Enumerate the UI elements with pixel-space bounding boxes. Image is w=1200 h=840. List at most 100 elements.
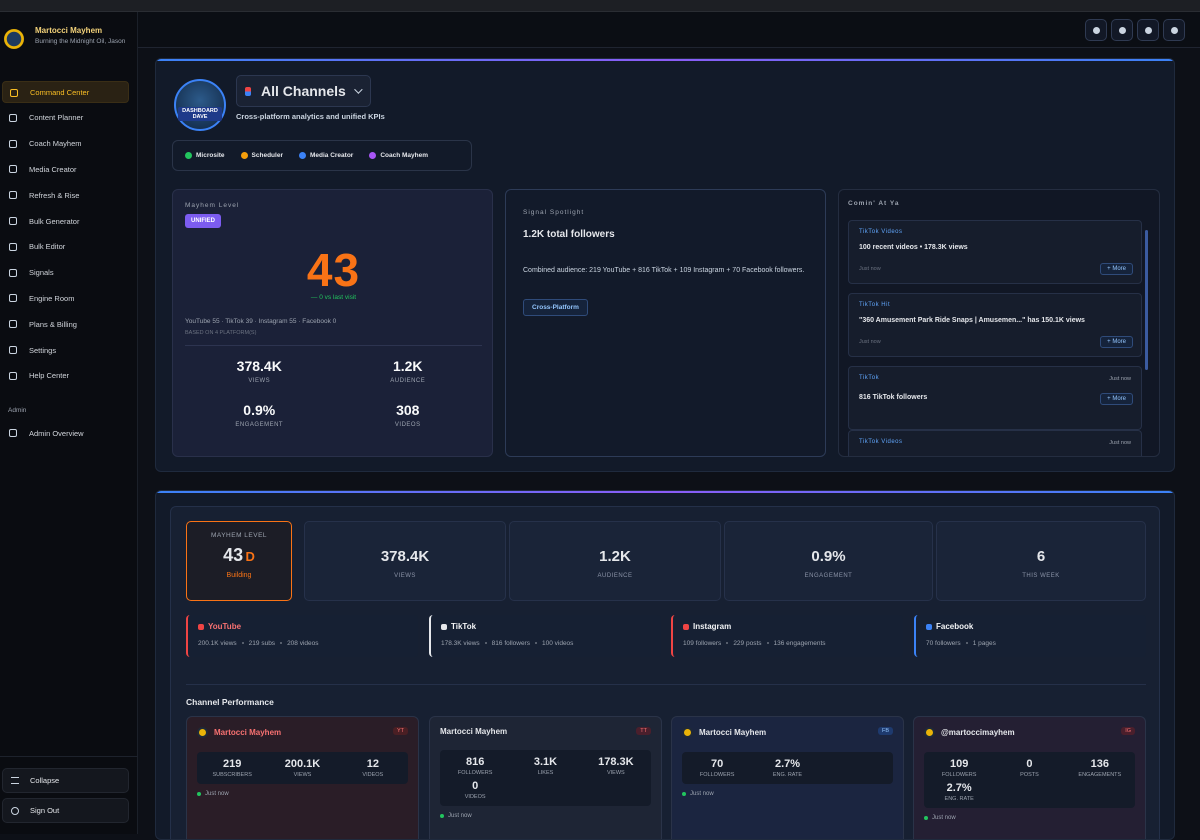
feed-item: TikTok Videos Just now 100 recent videos •… xyxy=(848,220,1142,284)
divider xyxy=(186,684,1146,685)
top-bar xyxy=(138,12,1200,48)
nav-item[interactable]: Admin Overview xyxy=(2,422,129,444)
icon-button[interactable] xyxy=(1085,19,1107,41)
platform-icon xyxy=(926,623,932,630)
link-label: Microsite xyxy=(196,152,225,159)
channel-selector[interactable]: All Channels xyxy=(236,75,371,107)
nav-item[interactable]: Engine Room xyxy=(2,287,129,309)
nav-label: Signals xyxy=(29,268,54,278)
nav-item[interactable]: Command Center xyxy=(2,81,129,103)
stat-label: VIEWS xyxy=(606,770,625,776)
feed-card: Comin' At Ya TikTok Videos Just now 100 re… xyxy=(838,189,1160,457)
quick-link[interactable]: Microsite xyxy=(185,152,225,159)
stat: 0.9% ENGAGEMENT xyxy=(185,402,334,428)
platform-stat: 100 videos xyxy=(541,640,574,647)
channel-stats: 816 FOLLOWERS 3.1K LIKES 178.3K VIEWS 0 VIDEOS xyxy=(440,750,651,806)
platform-stat: 200.1K views xyxy=(198,640,237,647)
platform-summary: Facebook 70 followers 1 pages xyxy=(914,615,1146,657)
card-label: Signal Spotlight xyxy=(523,209,585,216)
scrollbar xyxy=(1145,230,1148,370)
icon-button[interactable] xyxy=(1111,19,1133,41)
spotlight-card: Signal Spotlight 1.2K total followers Co… xyxy=(505,189,826,457)
channel-header: Martocci Mayhem xyxy=(440,727,651,736)
platform-name-row: YouTube xyxy=(198,622,408,631)
quick-link[interactable]: Coach Mayhem xyxy=(369,152,428,159)
separator-dot xyxy=(241,642,244,645)
stat-value: 378.4K xyxy=(236,358,282,374)
kpi-value: 6 xyxy=(1036,548,1046,565)
nav-item[interactable]: Help Center xyxy=(2,365,129,387)
sidebar: Martocci Mayhem Burning the Midnight Oil… xyxy=(0,12,138,834)
icon xyxy=(185,152,192,159)
quick-link[interactable]: Media Creator xyxy=(298,152,353,159)
icon-button[interactable] xyxy=(1163,19,1185,41)
sign-out-button[interactable]: Sign Out xyxy=(2,798,129,823)
channel-header: Martocci Mayhem xyxy=(197,727,408,738)
platform-badge: FB xyxy=(877,727,893,735)
button-label: Collapse xyxy=(30,776,60,785)
nav-icon xyxy=(9,346,17,354)
icon-button[interactable] xyxy=(1137,19,1159,41)
status-dot xyxy=(197,792,201,796)
quick-link[interactable]: Scheduler xyxy=(240,152,283,159)
nav-item[interactable]: Bulk Generator xyxy=(2,210,129,232)
stat-value: 12 xyxy=(366,758,379,770)
mayhem-card: Mayhem Level UNIFIED 43 — 0 vs last visi… xyxy=(172,189,493,457)
platform-stat: 178.3K views xyxy=(441,640,480,647)
page-subtitle: Cross-platform analytics and unified KPI… xyxy=(236,112,385,121)
stat-label: FOLLOWERS xyxy=(941,772,977,778)
platform-stats: 178.3K views 816 followers 100 videos xyxy=(441,640,651,647)
spotlight-button[interactable]: Cross-Platform xyxy=(523,299,588,316)
nav-item[interactable]: Media Creator xyxy=(2,158,129,180)
kpi-card: 378.4K VIEWS xyxy=(304,521,506,601)
platform-stats: 70 followers 1 pages xyxy=(926,640,1136,647)
channel-name: @martoccimayhem xyxy=(941,728,1015,737)
platform-stat: 1 pages xyxy=(972,640,996,647)
updated-text: Just now xyxy=(932,815,956,821)
stat-label: VIDEOS xyxy=(362,772,384,778)
kpi-label: AUDIENCE xyxy=(597,573,633,579)
status-dot xyxy=(682,792,686,796)
more-button[interactable]: + More xyxy=(1100,393,1133,405)
level-delta: — 0 vs last visit xyxy=(310,294,357,301)
stat-value: 109 xyxy=(949,758,969,770)
more-button[interactable]: + More xyxy=(1100,336,1133,348)
nav-item[interactable]: Signals xyxy=(2,262,129,284)
more-button[interactable]: + More xyxy=(1100,263,1133,275)
platform-stat: 136 engagements xyxy=(773,640,826,647)
channel-name: Martocci Mayhem xyxy=(440,727,508,736)
stat-value: 136 xyxy=(1090,758,1109,770)
updated: Just now xyxy=(924,815,1135,821)
updated: Just now xyxy=(682,791,893,797)
channel-stats: 109 FOLLOWERS 0 POSTS 136 ENGAGEMENTS 2.7% ENG.… xyxy=(924,752,1135,808)
stat-label: FOLLOWERS xyxy=(457,770,493,776)
nav-label: Admin Overview xyxy=(29,428,84,438)
nav-item[interactable]: Content Planner xyxy=(2,107,129,129)
icon xyxy=(1145,27,1152,34)
nav-item[interactable]: Plans & Billing xyxy=(2,313,129,335)
divider xyxy=(185,345,482,346)
collapse-button[interactable]: Collapse xyxy=(2,768,129,793)
nav-item[interactable]: Refresh & Rise xyxy=(2,184,129,206)
platform-name-row: TikTok xyxy=(441,622,651,631)
nav-item[interactable]: Settings xyxy=(2,339,129,361)
nav-item[interactable]: Coach Mayhem xyxy=(2,133,129,155)
updated: Just now xyxy=(440,813,651,819)
nav-icon xyxy=(9,268,17,277)
section-title: Channel Performance xyxy=(186,697,274,707)
icon xyxy=(1093,27,1100,34)
nav-label: Engine Room xyxy=(29,293,75,303)
separator-dot xyxy=(766,642,769,645)
nav-item[interactable]: Bulk Editor xyxy=(2,236,129,258)
status-dot xyxy=(924,816,928,820)
icon xyxy=(240,152,248,159)
channel-stat: 0 VIDEOS xyxy=(440,780,510,800)
kpi-value: 378.4K xyxy=(380,548,430,565)
grade: D xyxy=(245,549,255,564)
nav-label: Refresh & Rise xyxy=(29,190,80,200)
channel-card: Martocci Mayhem YT 219 SUBSCRIBERS 200.1K VIE… xyxy=(186,716,419,839)
level-value: 43 xyxy=(306,244,361,296)
channel-header: Martocci Mayhem xyxy=(682,727,893,738)
channel-stat: 0 POSTS xyxy=(994,758,1064,778)
nav-label: Media Creator xyxy=(29,164,77,174)
